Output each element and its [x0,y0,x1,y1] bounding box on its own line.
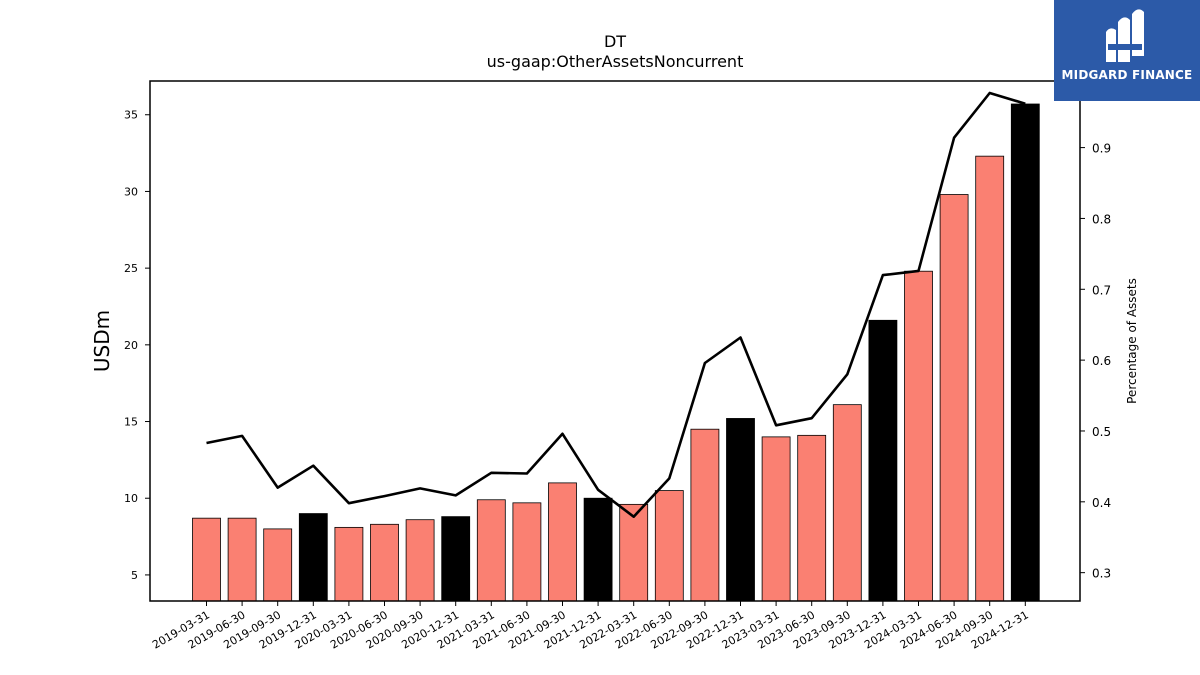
bar-2024-03-31 [904,270,933,602]
bar-2021-12-31 [583,497,613,602]
bar-2022-03-31 [619,503,649,602]
y-tick-label: 35 [124,109,138,122]
y2-tick-label: 0.3 [1092,567,1111,581]
bar-2024-09-30 [975,155,1005,602]
bar-2023-03-31 [761,436,791,602]
y-axis-left: 5 10 15 20 25 30 35 [124,109,150,582]
y-tick-label: 30 [124,185,138,198]
y-tick-label: 15 [124,416,138,429]
bar-2024-12-31 [1010,103,1040,602]
bar-2020-09-30 [405,519,435,602]
y-tick-label: 10 [124,492,138,505]
logo-text: MIDGARD FINANCE [1061,68,1193,82]
line-series [206,91,1026,519]
bar-2022-09-30 [690,428,720,602]
y2-tick-label: 0.9 [1092,142,1111,156]
x-axis: 2019-03-312019-06-302019-09-302019-12-31… [150,601,1031,652]
y2-tick-label: 0.7 [1092,283,1111,297]
percentage-line [206,91,1026,519]
bar-2020-06-30 [370,523,399,602]
y2-tick-label: 0.6 [1092,354,1111,368]
y2-tick-label: 0.4 [1092,496,1111,510]
y2-axis-title: Percentage of Assets [1125,278,1139,404]
bar-2019-03-31 [192,517,221,602]
chart-subtitle: us-gaap:OtherAssetsNoncurrent [486,52,744,71]
bar-2020-03-31 [334,526,364,602]
bar-2022-12-31 [726,418,755,602]
bar-2019-12-31 [298,513,328,602]
logo-badge: MIDGARD FINANCE [1054,0,1200,101]
y2-tick-label: 0.5 [1092,425,1111,439]
bar-2023-09-30 [832,404,862,602]
bar-2023-06-30 [797,434,827,602]
y-tick-label: 25 [124,262,138,275]
bar-2021-09-30 [548,482,577,602]
chart-title: DT [603,32,627,51]
bar-2019-09-30 [263,528,293,602]
bar-2020-12-31 [441,516,471,602]
y-tick-label: 20 [124,339,138,352]
bar-series [192,103,1040,602]
axes-frame [149,80,1081,602]
bar-2019-06-30 [227,517,257,602]
bar-2023-12-31 [868,319,898,602]
bar-2021-03-31 [476,499,506,602]
bar-2021-06-30 [512,502,542,602]
y-axis-title: USDm [90,310,114,372]
bar-2024-06-30 [939,194,969,602]
midgard-logo-icon [1106,9,1144,62]
bar-2022-06-30 [654,490,684,602]
y2-tick-label: 0.8 [1092,212,1111,226]
y-tick-label: 5 [131,569,138,582]
y-axis-right: 0.3 0.4 0.5 0.6 0.7 0.8 0.9 [1080,142,1111,581]
